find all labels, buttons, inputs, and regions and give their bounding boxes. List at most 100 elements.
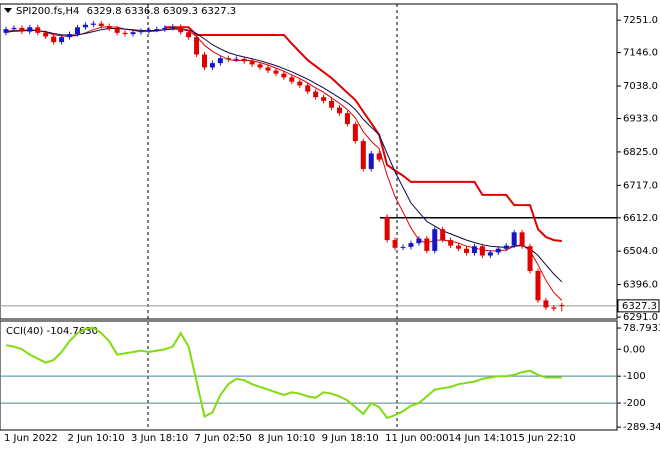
candle-body (67, 34, 73, 38)
candle-body (43, 32, 49, 37)
candle-body (495, 248, 501, 253)
candle-body (186, 32, 192, 38)
candle-body (106, 26, 112, 29)
candle-body (456, 245, 462, 249)
x-tick-label: 9 Jun 18:10 (322, 433, 379, 444)
candle-body (527, 246, 533, 271)
candle-body (273, 70, 279, 74)
y-tick-label: -200 (623, 398, 646, 409)
y-tick-label: 7146.0 (623, 48, 658, 59)
candle-body (249, 61, 255, 65)
candle-body (321, 97, 327, 101)
candle-body (440, 229, 446, 241)
candle-body (392, 240, 398, 248)
y-tick-label: -289.340 (623, 422, 660, 433)
cci-line (5, 326, 562, 420)
candle-body (448, 240, 454, 246)
x-tick-label: 2 Jun 10:10 (68, 433, 125, 444)
candle-body (27, 27, 33, 32)
x-tick-label: 11 Jun 00:00 (385, 433, 449, 444)
candle-body (535, 270, 541, 301)
candle-body (194, 37, 200, 55)
y-tick-label: 6504.0 (623, 246, 658, 257)
ohlc-open: 6329.8 (87, 6, 122, 17)
candle-body (408, 243, 414, 247)
candle-body (122, 32, 128, 35)
candle-body (51, 36, 57, 43)
price-box-label: 6327.3 (622, 301, 657, 312)
y-tick-label: 78.7933 (623, 323, 660, 334)
candle-body (424, 238, 430, 251)
candle-body (114, 28, 120, 33)
candle-body (400, 246, 406, 248)
x-tick-label: 15 Jun 22:10 (512, 433, 576, 444)
ohlc-close: 6327.3 (201, 6, 236, 17)
candle-body (209, 63, 215, 68)
symbol: SPI200.fs,H4 (16, 6, 79, 17)
candle-body (329, 100, 335, 108)
candle-body (344, 113, 350, 125)
candle-body (479, 246, 485, 256)
candle-body (146, 29, 152, 31)
candle-body (130, 32, 136, 35)
y-tick-label: 7038.0 (623, 81, 658, 92)
candle-body (352, 124, 358, 142)
moving-average (5, 28, 563, 283)
candle-body (511, 232, 517, 246)
candle-body (35, 27, 41, 33)
candle-body (503, 245, 509, 249)
candle-body (59, 37, 65, 43)
y-tick-label: 7251.0 (623, 15, 658, 26)
candle-body (90, 23, 96, 25)
candle-body (154, 29, 160, 31)
candle-body (313, 91, 319, 98)
x-tick-label: 8 Jun 10:10 (258, 433, 315, 444)
candle-body (471, 246, 477, 254)
price-box (617, 299, 660, 313)
candle-body (416, 238, 422, 244)
x-tick-label: 1 Jun 2022 (4, 433, 58, 444)
candle-body (336, 107, 342, 114)
candle-body (543, 300, 549, 308)
candle-body (551, 307, 557, 309)
candle-body (225, 58, 231, 60)
candle-body (464, 248, 470, 254)
y-tick-label: 6612.0 (623, 213, 658, 224)
candle-body (432, 229, 438, 251)
candle-body (376, 153, 382, 160)
title-icon (4, 8, 12, 13)
candle-body (170, 26, 176, 28)
candle-body (384, 216, 390, 241)
candle-body (289, 77, 295, 82)
candle-body (368, 153, 374, 169)
candle-body (305, 85, 311, 92)
y-tick-label: 6291.0 (623, 312, 658, 323)
chart-title: SPI200.fs,H4 6329.8 6336.8 6309.3 6327.3 (16, 6, 236, 17)
candle-body (559, 305, 565, 307)
candle-body (360, 141, 366, 169)
x-tick-label: 14 Jun 14:10 (449, 433, 513, 444)
cci-panel-frame (0, 320, 618, 431)
x-tick-label: 3 Jun 18:10 (131, 433, 188, 444)
candle-body (487, 252, 493, 256)
candle-body (202, 54, 207, 68)
moving-average (5, 26, 563, 301)
candle-body (98, 23, 104, 27)
y-tick-label: -100 (623, 371, 646, 382)
candle-body (233, 58, 239, 60)
candle-body (519, 232, 525, 247)
y-tick-label: 6825.0 (623, 147, 658, 158)
cci-title: CCI(40) -104.7630 (6, 326, 98, 337)
y-tick-label: 6396.0 (623, 280, 658, 291)
candle-body (162, 27, 168, 30)
y-tick-label: 6933.0 (623, 114, 658, 125)
candle-body (297, 81, 303, 86)
candle-body (3, 29, 9, 33)
candle-body (257, 64, 263, 68)
candle-body (19, 27, 25, 32)
candle-body (178, 26, 184, 33)
candle-body (281, 73, 287, 78)
candle-body (265, 67, 271, 71)
candle-body (138, 30, 144, 33)
